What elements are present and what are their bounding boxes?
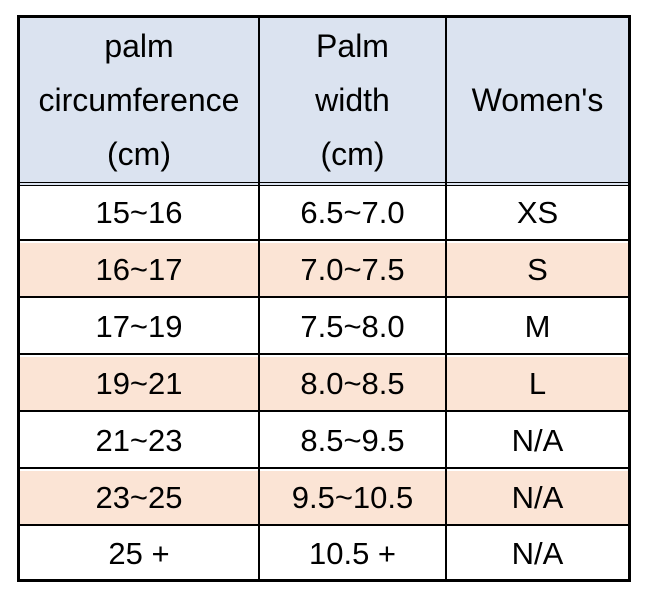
table-cell: 23~25: [95, 479, 183, 515]
table-cell: N/A: [511, 479, 564, 515]
table-cell: 8.0~8.5: [300, 365, 405, 401]
table-row: 19~21 8.0~8.5 L: [20, 357, 628, 412]
table-cell: 21~23: [95, 422, 183, 458]
table-cell: 25 +: [108, 535, 170, 571]
header-text: Palm: [316, 28, 389, 64]
header-text: circumference: [38, 82, 240, 118]
table-cell: 9.5~10.5: [291, 479, 414, 515]
header-text: width: [315, 82, 390, 118]
table-header-row: palm circumference (cm) Palm width (cm) …: [20, 18, 628, 186]
table-cell: XS: [516, 194, 559, 230]
table-cell: M: [524, 308, 551, 344]
header-text: Women's: [471, 82, 604, 118]
table-cell: 16~17: [95, 251, 183, 287]
table-cell: L: [528, 365, 547, 401]
header-text: palm: [104, 28, 174, 64]
table-row: 15~16 6.5~7.0 XS: [20, 186, 628, 241]
table-cell: 6.5~7.0: [300, 194, 405, 230]
column-divider: [445, 18, 447, 579]
table-cell: N/A: [511, 535, 564, 571]
table-row: 17~19 7.5~8.0 M: [20, 300, 628, 355]
table-cell: N/A: [511, 422, 564, 458]
table-cell: 7.5~8.0: [300, 308, 405, 344]
table-cell: 10.5 +: [308, 535, 397, 571]
table-row: 23~25 9.5~10.5 N/A: [20, 471, 628, 526]
table-cell: 8.5~9.5: [300, 422, 405, 458]
table-row: 25 + 10.5 + N/A: [20, 528, 628, 579]
header-palm-circumference: palm circumference (cm): [20, 18, 258, 182]
column-divider: [258, 18, 260, 579]
table-cell: S: [527, 251, 548, 287]
table-cell: 15~16: [95, 194, 183, 230]
size-chart-table: palm circumference (cm) Palm width (cm) …: [17, 15, 631, 582]
table-row: 21~23 8.5~9.5 N/A: [20, 414, 628, 469]
table-cell: 7.0~7.5: [300, 251, 405, 287]
header-text: (cm): [320, 136, 385, 172]
table-row: 16~17 7.0~7.5 S: [20, 243, 628, 298]
table-cell: 19~21: [95, 365, 183, 401]
header-text: (cm): [107, 136, 171, 172]
header-womens: Women's: [447, 18, 628, 182]
header-palm-width: Palm width (cm): [260, 18, 445, 182]
table-cell: 17~19: [95, 308, 183, 344]
